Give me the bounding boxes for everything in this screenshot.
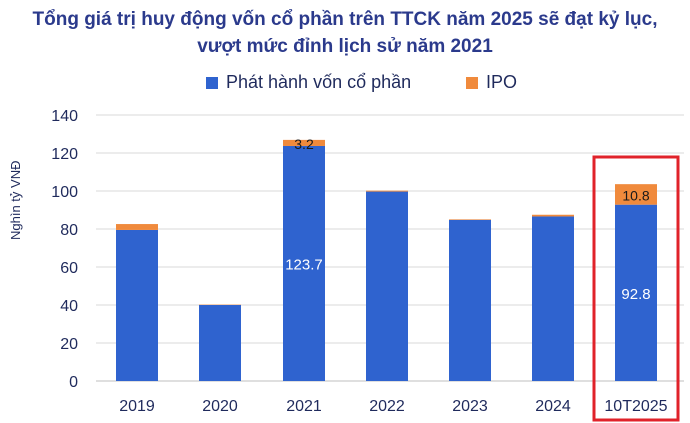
y-tick-label: 100 [51,184,78,201]
bar-phat-hanh [532,216,574,381]
bar-ipo [615,184,657,205]
legend: Phát hành vốn cổ phần IPO [0,72,690,96]
x-tick-label: 2023 [452,398,488,415]
data-label-phat-hanh: 92.8 [621,286,650,303]
bar-phat-hanh [449,219,491,381]
y-tick-label: 20 [60,336,78,353]
bar-phat-hanh [283,145,325,381]
legend-item-phat-hanh: Phát hành vốn cổ phần [206,72,411,93]
x-tick-label: 2021 [286,398,322,415]
x-tick-label: 10T2025 [604,398,667,415]
y-tick-label: 120 [51,146,78,163]
x-tick-label: 2024 [535,398,571,415]
x-tick-label: 2022 [369,398,405,415]
chart-title-line-1: Tổng giá trị huy động vốn cổ phần trên T… [32,9,658,30]
y-tick-label: 40 [60,298,78,315]
data-label-phat-hanh: 123.7 [285,256,323,273]
bar-ipo [532,214,574,217]
y-tick-label: 60 [60,260,78,277]
y-tick-label: 140 [51,108,78,125]
bar-phat-hanh [116,229,158,381]
legend-item-ipo: IPO [466,72,517,93]
x-tick-label: 2020 [202,398,238,415]
chart-title: Tổng giá trị huy động vốn cổ phần trên T… [0,6,690,60]
legend-label-ipo: IPO [486,72,518,92]
chart-title-line-2: vượt mức đỉnh lịch sử năm 2021 [197,36,493,57]
bar-ipo [116,224,158,230]
y-tick-label: 80 [60,222,78,239]
bar-ipo [283,139,325,146]
bar-phat-hanh [615,204,657,381]
y-tick-label: 0 [69,374,78,391]
highlight-box [592,155,680,422]
legend-swatch-ipo [466,76,478,89]
x-tick-label: 2019 [119,398,155,415]
bar-phat-hanh [366,191,408,381]
legend-swatch-phat-hanh [206,76,218,89]
legend-label-phat-hanh: Phát hành vốn cổ phần [226,72,412,92]
bar-phat-hanh [199,305,241,381]
bar-ipo [449,219,491,220]
data-label-ipo: 3.2 [294,136,314,152]
bar-ipo [366,190,408,192]
data-label-ipo: 10.8 [622,187,649,203]
